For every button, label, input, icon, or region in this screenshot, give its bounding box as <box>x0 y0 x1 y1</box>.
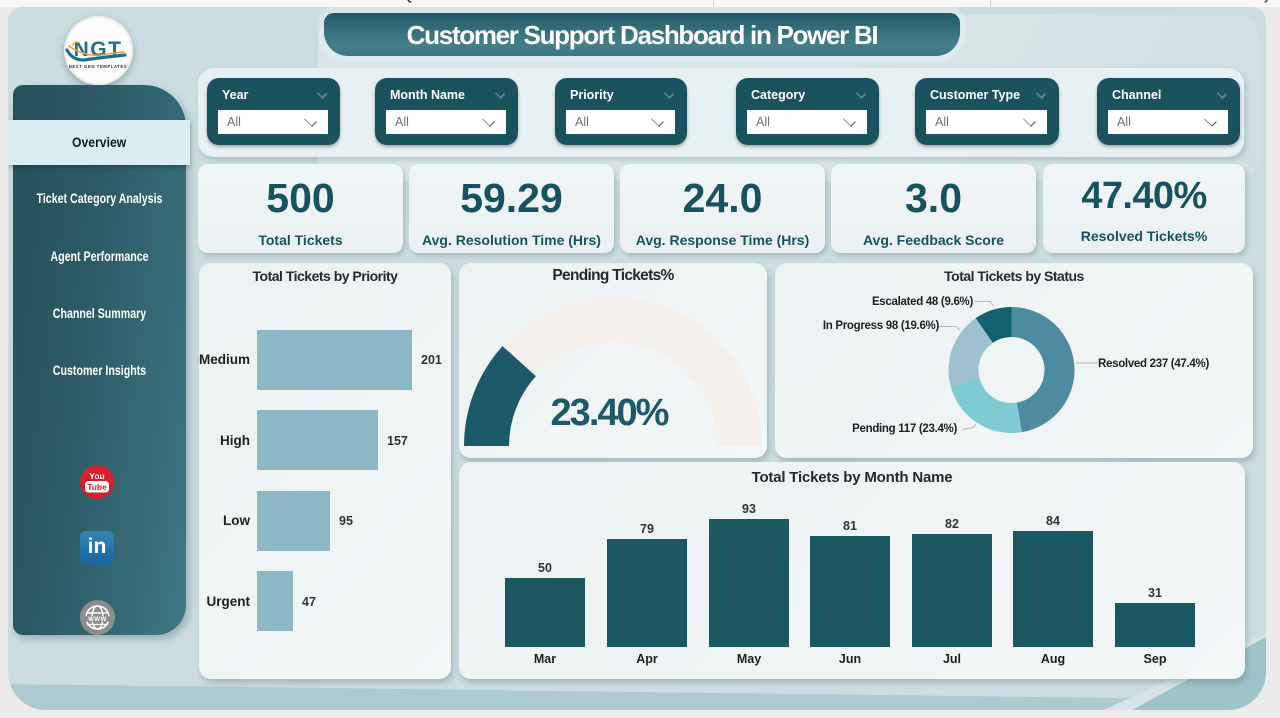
svg-text:You: You <box>89 471 104 481</box>
svg-text:NEXT GEN TEMPLATES: NEXT GEN TEMPLATES <box>69 64 127 69</box>
svg-text:Tube: Tube <box>87 482 107 492</box>
svg-text:WWW: WWW <box>88 617 107 623</box>
